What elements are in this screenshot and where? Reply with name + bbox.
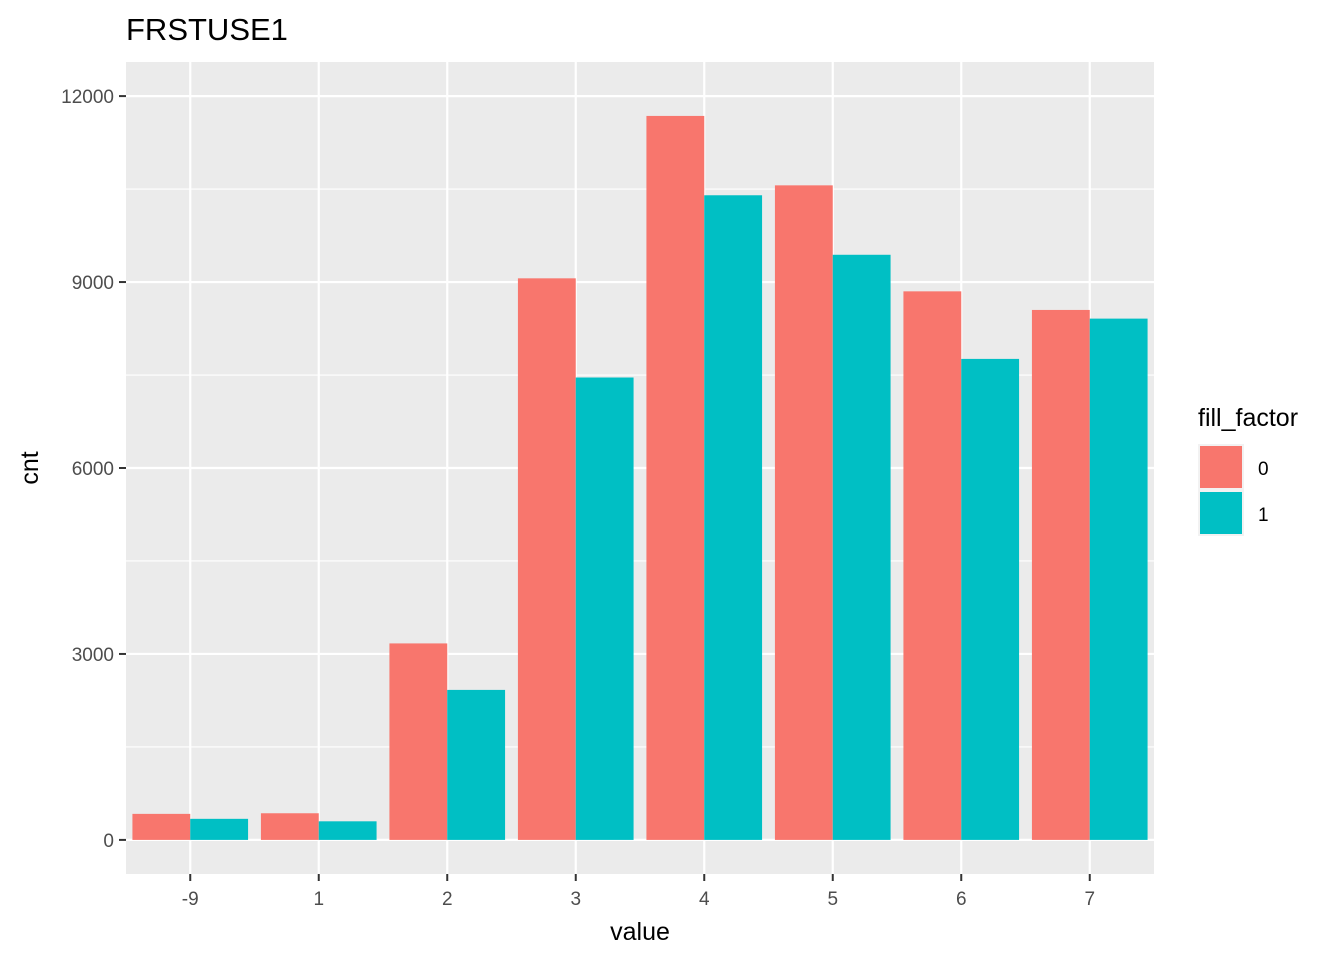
bar-series-0-5 (774, 185, 833, 840)
y-tick-label: 12000 (61, 87, 114, 108)
y-tick-label: 6000 (72, 459, 114, 480)
x-tick-label: 3 (570, 889, 581, 910)
x-tick-label: 6 (956, 889, 967, 910)
bars (132, 115, 1148, 840)
bar-series-0-2 (389, 643, 448, 840)
bar-series-1--9 (190, 818, 249, 840)
legend-swatch-0 (1200, 446, 1242, 488)
x-tick-label: 5 (827, 889, 838, 910)
bar-series-1-5 (832, 254, 891, 840)
x-tick-label: 1 (313, 889, 324, 910)
legend-label-0: 0 (1258, 459, 1269, 480)
bar-series-0-3 (517, 278, 576, 840)
chart-title: FRSTUSE1 (126, 12, 288, 47)
x-tick-label: -9 (182, 889, 199, 910)
legend: fill_factor 0 1 (1198, 404, 1298, 536)
y-axis-title: cnt (16, 451, 44, 484)
x-tick-label: 4 (699, 889, 710, 910)
y-tick-label: 3000 (72, 645, 114, 666)
x-tick-label: 2 (442, 889, 453, 910)
bar-series-1-3 (575, 377, 634, 840)
legend-title: fill_factor (1198, 404, 1298, 432)
bar-series-1-4 (704, 195, 763, 840)
bar-series-1-7 (1089, 318, 1148, 840)
legend-label-1: 1 (1258, 505, 1269, 526)
y-axis: 0 3000 6000 9000 12000 (61, 87, 126, 852)
y-tick-label: 0 (103, 831, 114, 852)
bar-series-0-4 (646, 115, 705, 840)
x-axis-title: value (610, 918, 670, 946)
bar-series-0-6 (903, 291, 962, 840)
bar-series-0-7 (1031, 309, 1090, 840)
x-axis: -9 1 2 3 4 5 6 7 (182, 874, 1095, 910)
bar-series-0-1 (260, 813, 319, 840)
bar-series-1-2 (447, 689, 506, 840)
x-tick-label: 7 (1084, 889, 1095, 910)
bar-series-1-6 (961, 358, 1020, 840)
bar-series-0--9 (132, 813, 191, 840)
y-tick-label: 9000 (72, 273, 114, 294)
bar-series-1-1 (318, 821, 377, 840)
legend-swatch-1 (1200, 492, 1242, 534)
